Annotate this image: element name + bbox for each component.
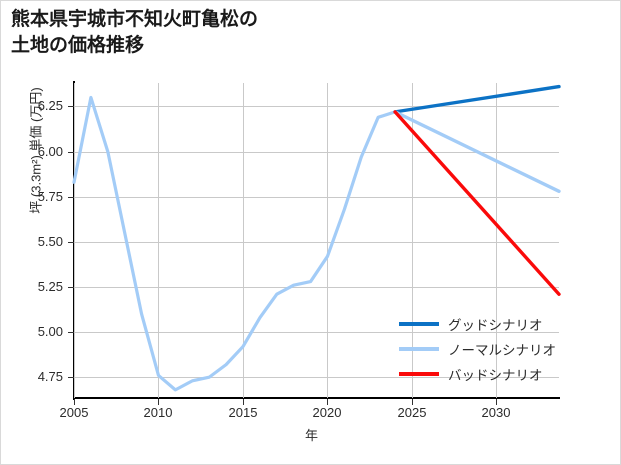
- legend-color-swatch: [399, 321, 439, 326]
- x-tick: [496, 399, 497, 405]
- y-tick: [68, 106, 74, 107]
- x-tick-label: 2020: [312, 405, 342, 420]
- gridline-horizontal: [74, 152, 559, 153]
- legend-color-swatch: [399, 371, 439, 376]
- gridline-vertical: [243, 83, 244, 398]
- gridline-vertical: [158, 83, 159, 398]
- gridline-vertical: [74, 83, 75, 398]
- plot-area: [72, 83, 561, 398]
- series-line: [393, 110, 561, 296]
- gridline-horizontal: [74, 197, 559, 198]
- y-tick-label: 6.25: [37, 98, 63, 113]
- gridline-vertical: [496, 83, 497, 398]
- x-tick: [243, 399, 244, 405]
- chart-title: 熊本県宇城市不知火町亀松の 土地の価格推移: [11, 9, 259, 56]
- series-lines: [72, 84, 561, 392]
- y-tick-label: 5.50: [37, 234, 63, 249]
- x-axis-line: [73, 397, 560, 399]
- y-tick: [68, 377, 74, 378]
- x-tick-label: 2005: [59, 405, 89, 420]
- x-tick: [412, 399, 413, 405]
- chart-legend: グッドシナリオ ノーマルシナリオ バッドシナリオ: [399, 311, 579, 386]
- x-tick: [74, 399, 75, 405]
- y-tick: [68, 197, 74, 198]
- y-tick-label: 4.75: [37, 369, 63, 384]
- y-tick-label: 5.75: [37, 189, 63, 204]
- y-tick: [68, 242, 74, 243]
- y-axis-title: 坪 (3.3m²) 単価 (万円): [28, 87, 44, 214]
- legend-item-label: グッドシナリオ: [448, 317, 543, 333]
- x-tick-label: 2010: [143, 405, 173, 420]
- x-tick-label: 2030: [481, 405, 511, 420]
- y-tick-label: 5.00: [37, 324, 63, 339]
- x-tick-label: 2015: [228, 405, 258, 420]
- series-line: [72, 95, 397, 392]
- x-tick: [327, 399, 328, 405]
- legend-item[interactable]: グッドシナリオ: [399, 311, 579, 336]
- legend-color-swatch: [399, 346, 439, 351]
- legend-item-label: バッドシナリオ: [448, 367, 543, 383]
- gridline-horizontal: [74, 287, 559, 288]
- y-tick: [68, 287, 74, 288]
- y-tick-label: 5.25: [37, 279, 63, 294]
- legend-item-label: ノーマルシナリオ: [448, 342, 556, 358]
- legend-item[interactable]: バッドシナリオ: [399, 361, 579, 386]
- gridline-horizontal: [74, 332, 559, 333]
- series-line: [393, 84, 561, 114]
- x-tick-label: 2025: [397, 405, 427, 420]
- gridline-horizontal: [74, 377, 559, 378]
- legend-item[interactable]: ノーマルシナリオ: [399, 336, 579, 361]
- gridline-horizontal: [74, 106, 559, 107]
- y-tick: [68, 332, 74, 333]
- y-tick: [68, 152, 74, 153]
- gridline-vertical: [327, 83, 328, 398]
- gridline-vertical: [412, 83, 413, 398]
- x-axis-title: 年: [304, 428, 318, 443]
- x-tick: [158, 399, 159, 405]
- gridline-horizontal: [74, 242, 559, 243]
- series-line: [393, 110, 561, 194]
- y-tick-label: 6.00: [37, 144, 63, 159]
